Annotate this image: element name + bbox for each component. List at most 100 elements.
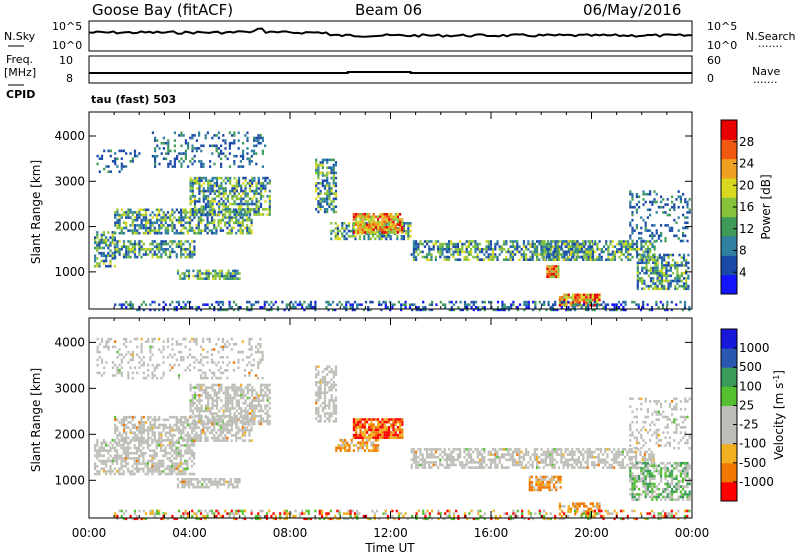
velocity-cell [113,467,116,471]
velocity-cell [109,449,112,452]
velocity-cell [177,426,181,429]
power-cell [228,218,231,222]
velocity-cell [242,391,245,395]
power-cell [645,258,648,262]
velocity-cell [171,449,174,452]
power-cell [567,248,570,251]
velocity-cell [319,404,322,407]
power-cell [665,277,668,280]
power-cell [607,255,610,259]
power-cell [330,192,333,195]
power-cell [285,306,288,309]
power-cell [430,300,434,304]
velocity-cell [235,439,238,442]
power-cell [315,163,318,167]
velocity-cell [191,422,194,426]
power-cell [153,226,156,230]
power-cell [452,242,455,246]
power-cell [686,203,689,206]
velocity-cell [131,431,134,435]
power-cell [638,231,641,235]
velocity-cell [105,345,108,349]
velocity-cell [259,337,262,341]
power-cell [352,235,355,238]
power-cell [656,284,659,288]
power-cell [665,261,668,265]
power-cell [547,248,551,251]
velocity-cell [113,441,116,445]
power-cell [511,240,514,243]
power-cell [214,274,217,278]
power-cell [326,158,329,162]
power-cell [569,258,573,261]
velocity-cell [250,439,253,442]
power-cell [181,272,184,275]
power-cell [655,239,658,243]
power-cell [332,169,335,172]
velocity-cell [168,446,171,450]
power-cell [368,231,371,234]
velocity-cell [262,399,265,402]
power-cell [679,200,682,204]
power-cell [248,179,252,182]
power-cell [587,303,590,306]
velocity-cell [155,363,159,367]
power-cell [334,235,337,238]
power-cell [470,306,473,309]
power-cell [211,187,214,190]
power-cell [226,200,230,203]
velocity-cell [179,472,182,476]
power-cell [298,303,302,306]
velocity-cell [105,459,108,463]
power-cell [253,176,256,180]
power-cell [218,202,221,206]
power-cell [466,308,469,312]
velocity-cell [160,446,163,450]
velocity-cell [109,470,112,473]
power-cell [259,187,263,190]
velocity-cell [200,422,203,426]
velocity-cell [251,391,254,395]
velocity-cell [215,439,218,442]
power-cell [368,220,371,224]
power-cell [676,279,679,283]
velocity-cell [168,451,171,455]
power-cell [386,306,390,309]
power-cell [388,218,391,221]
velocity-cell [226,399,230,402]
power-cell [645,266,648,270]
velocity-cell [246,428,249,432]
power-cell [685,284,688,288]
power-cell [181,277,184,280]
velocity-cell [253,422,256,426]
power-cell [116,221,119,225]
power-cell [343,237,346,241]
power-cell [649,279,653,283]
velocity-cell [140,415,143,419]
power-cell [556,255,559,259]
power-cell [509,250,512,254]
velocity-cell [135,464,138,468]
power-cell [184,303,187,306]
power-cell [109,241,112,245]
power-cell [450,253,453,256]
velocity-cell [131,356,134,359]
power-cell [199,211,203,214]
velocity-cell [215,431,218,435]
velocity-cell [246,422,249,426]
power-cell [663,258,666,262]
velocity-cell [241,434,244,437]
power-cell [173,165,176,168]
power-cell [154,136,157,140]
velocity-cell [209,409,212,413]
power-cell [555,270,558,273]
power-cell [114,231,117,235]
power-cell [428,258,431,261]
power-cell [660,231,663,235]
power-cell [368,228,371,232]
power-cell [188,245,192,248]
power-cell [187,147,190,150]
velocity-cell [323,368,327,371]
power-cell [241,218,244,222]
power-cell [246,218,249,222]
